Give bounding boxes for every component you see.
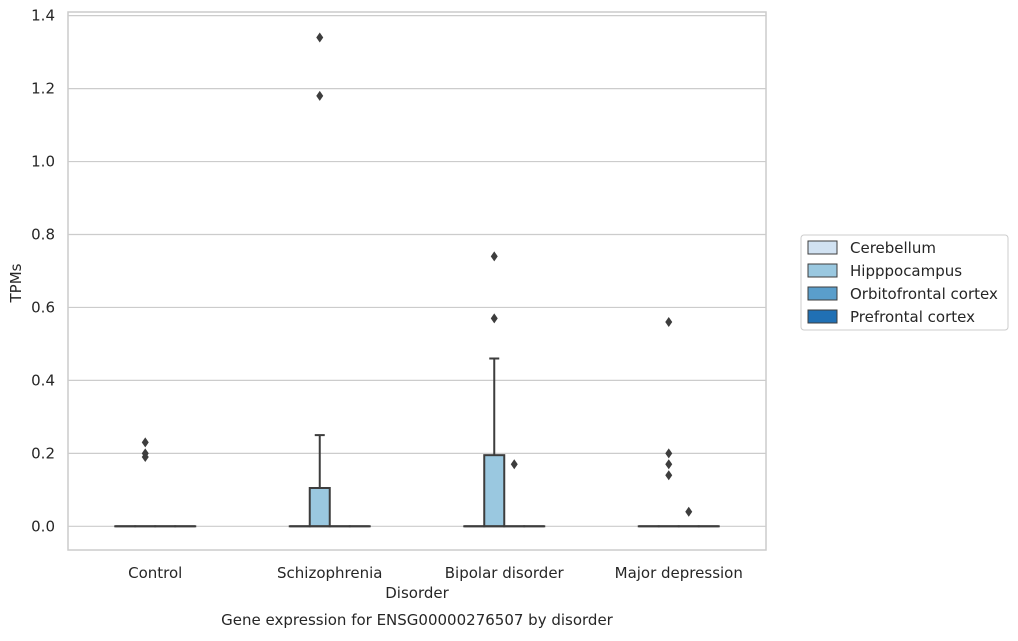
y-tick-label: 1.2 bbox=[31, 80, 55, 98]
outlier-point bbox=[665, 470, 672, 480]
legend-label: Cerebellum bbox=[850, 239, 936, 257]
legend-swatch bbox=[808, 310, 837, 323]
legend-label: Hipppocampus bbox=[850, 262, 962, 280]
x-tick-label: Bipolar disorder bbox=[445, 564, 565, 582]
x-tick-label: Schizophrenia bbox=[277, 564, 382, 582]
outlier-point bbox=[316, 91, 323, 101]
legend-swatch bbox=[808, 241, 837, 254]
y-tick-label: 1.0 bbox=[31, 153, 55, 171]
outlier-point bbox=[511, 459, 518, 469]
outlier-point bbox=[665, 448, 672, 458]
y-axis-label: TPMs bbox=[7, 263, 25, 303]
x-tick-label: Major depression bbox=[615, 564, 743, 582]
plot-area-frame bbox=[68, 12, 766, 550]
outlier-point bbox=[685, 507, 692, 517]
y-tick-label: 0.2 bbox=[31, 444, 55, 462]
outlier-point bbox=[491, 313, 498, 323]
outliers bbox=[142, 33, 693, 517]
chart-title: Gene expression for ENSG00000276507 by d… bbox=[221, 611, 614, 629]
outlier-point bbox=[491, 251, 498, 261]
outlier-point bbox=[316, 33, 323, 43]
y-tick-label: 0.8 bbox=[31, 225, 55, 243]
box bbox=[310, 488, 330, 526]
y-tick-label: 1.4 bbox=[31, 7, 55, 25]
outlier-point bbox=[665, 317, 672, 327]
x-tick-labels: Control Schizophrenia Bipolar disorder Majo… bbox=[128, 564, 743, 582]
y-tick-label: 0.0 bbox=[31, 517, 55, 535]
box bbox=[484, 455, 504, 526]
y-tick-label: 0.4 bbox=[31, 371, 55, 389]
outlier-point bbox=[142, 437, 149, 447]
legend-swatch bbox=[808, 287, 837, 300]
gridlines bbox=[68, 16, 766, 527]
legend-swatch bbox=[808, 264, 837, 277]
boxes bbox=[115, 359, 719, 527]
x-axis-label: Disorder bbox=[385, 584, 449, 602]
legend-label: Prefrontal cortex bbox=[850, 308, 975, 326]
y-tick-labels: 0.0 0.2 0.4 0.6 0.8 1.0 1.2 1.4 bbox=[31, 7, 55, 536]
legend: Cerebellum Hipppocampus Orbitofrontal cort… bbox=[801, 235, 1008, 330]
outlier-point bbox=[665, 459, 672, 469]
x-tick-label: Control bbox=[128, 564, 182, 582]
legend-label: Orbitofrontal cortex bbox=[850, 285, 998, 303]
y-tick-label: 0.6 bbox=[31, 298, 55, 316]
